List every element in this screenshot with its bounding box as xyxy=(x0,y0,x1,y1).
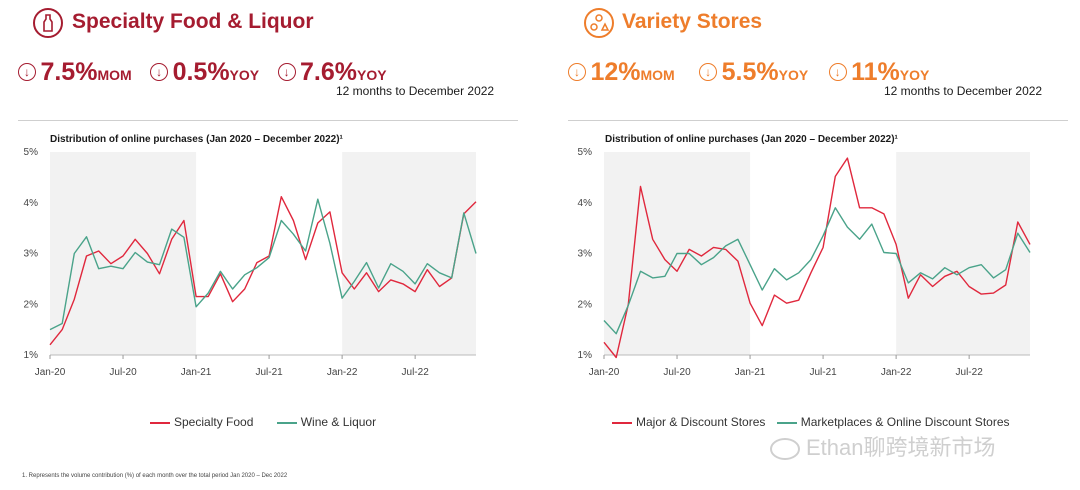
arrow-down-icon: ↓ xyxy=(150,63,169,81)
panel-title: Variety Stores xyxy=(622,10,763,33)
x-tick-label: Jan-22 xyxy=(327,367,358,378)
kpi-label: YOY xyxy=(778,67,809,83)
x-tick-label: Jul-22 xyxy=(402,367,430,378)
kpi-value: 12% xyxy=(590,58,641,86)
x-tick-label: Jan-20 xyxy=(589,367,620,378)
kpi-yoy: ↓ 5.5%YOY xyxy=(699,58,808,87)
line-chart-specialty: 1% 2% 3% 4% 5% Jan-20 Jul-20 Jan-21 Jul-21 Jan-22… xyxy=(24,147,477,378)
kpi-row: ↓ 7.5%MOM ↓ 0.5%YOY ↓ 7.6%YOY xyxy=(18,58,401,87)
x-tick-label: Jul-20 xyxy=(663,367,691,378)
chart-title: Distribution of online purchases (Jan 20… xyxy=(50,134,343,145)
legend-item: Wine & Liquor xyxy=(276,415,377,429)
y-tick-label: 5% xyxy=(24,147,39,158)
arrow-down-icon: ↓ xyxy=(18,63,36,81)
legend-label: Major & Discount Stores xyxy=(636,415,766,429)
series-line-specialty-food xyxy=(49,196,477,346)
period-note: 12 months to December 2022 xyxy=(884,84,1043,98)
kpi-value: 0.5% xyxy=(172,58,230,86)
x-tick-label: Jul-22 xyxy=(956,367,984,378)
footnote: 1. Represents the volume contribution (%… xyxy=(22,473,288,479)
y-tick-label: 2% xyxy=(24,299,39,310)
legend-item: Marketplaces & Online Discount Stores xyxy=(776,415,1010,429)
arrow-down-icon: ↓ xyxy=(568,63,586,81)
kpi-label: MOM xyxy=(97,67,132,83)
legend-label: Wine & Liquor xyxy=(300,415,377,429)
legend: Specialty Food Wine & Liquor xyxy=(150,415,396,429)
shaded-band xyxy=(50,152,197,355)
shaded-band xyxy=(342,152,476,355)
kpi-mom: ↓ 12%MOM xyxy=(568,58,675,87)
kpi-value: 7.5% xyxy=(40,58,98,86)
x-tick-label: Jul-21 xyxy=(809,367,837,378)
shapes-icon xyxy=(584,8,614,38)
kpi-mom: ↓ 7.5%MOM xyxy=(18,58,132,87)
kpi-label: YOY xyxy=(899,67,930,83)
x-tick-label: Jan-22 xyxy=(881,367,912,378)
y-tick-label: 3% xyxy=(578,249,593,260)
legend-item: Major & Discount Stores xyxy=(612,415,765,429)
watermark-text: Ethan聊跨境新市场 xyxy=(806,435,996,460)
panel-title: Specialty Food & Liquor xyxy=(72,10,314,33)
arrow-down-icon: ↓ xyxy=(277,63,296,81)
y-tick-label: 4% xyxy=(578,198,593,209)
divider xyxy=(18,120,518,121)
kpi-row: ↓ 12%MOM ↓ 5.5%YOY ↓ 11%YOY xyxy=(568,58,943,87)
kpi-yoy-12m: ↓ 7.6%YOY xyxy=(277,58,387,87)
variety-stores-panel: Variety Stores ↓ 12%MOM ↓ 5.5%YOY ↓ 11%Y… xyxy=(550,0,1080,470)
y-tick-label: 2% xyxy=(578,299,593,310)
kpi-value: 7.6% xyxy=(300,58,358,86)
legend-label: Marketplaces & Online Discount Stores xyxy=(800,415,1010,429)
x-tick-label: Jan-21 xyxy=(181,367,212,378)
kpi-yoy: ↓ 0.5%YOY xyxy=(150,58,259,87)
kpi-value: 5.5% xyxy=(721,58,779,86)
period-note: 12 months to December 2022 xyxy=(336,84,495,98)
x-tick-label: Jan-21 xyxy=(735,367,766,378)
arrow-down-icon: ↓ xyxy=(828,63,847,81)
kpi-label: YOY xyxy=(229,67,260,83)
divider xyxy=(568,120,1068,121)
chart-title: Distribution of online purchases (Jan 20… xyxy=(605,134,898,145)
watermark: Ethan聊跨境新市场 xyxy=(770,430,996,462)
wechat-icon xyxy=(770,438,800,461)
legend-item: Specialty Food xyxy=(150,415,253,429)
line-chart-variety: 1% 2% 3% 4% 5% Jan-20 Jul-20 Jan-21 Jul-21 Jan-22… xyxy=(578,147,1031,378)
series-line-wine-liquor xyxy=(49,198,477,331)
y-tick-label: 1% xyxy=(24,350,39,361)
y-tick-label: 3% xyxy=(24,249,39,260)
arrow-down-icon: ↓ xyxy=(699,63,718,81)
y-tick-label: 4% xyxy=(24,198,39,209)
x-tick-label: Jul-20 xyxy=(109,367,137,378)
x-tick-label: Jul-21 xyxy=(255,367,283,378)
kpi-yoy-12m: ↓ 11%YOY xyxy=(828,58,930,87)
series-line-marketplaces-online-discount-stores xyxy=(603,207,1031,335)
legend: Major & Discount Stores Marketplaces & O… xyxy=(612,415,1030,429)
kpi-label: MOM xyxy=(640,67,675,83)
kpi-label: YOY xyxy=(357,67,387,83)
y-tick-label: 1% xyxy=(578,350,593,361)
legend-label: Specialty Food xyxy=(174,415,254,429)
bottle-icon xyxy=(33,8,63,38)
shaded-band xyxy=(896,152,1030,355)
specialty-food-panel: Specialty Food & Liquor ↓ 7.5%MOM ↓ 0.5%… xyxy=(0,0,540,470)
x-tick-label: Jan-20 xyxy=(35,367,66,378)
kpi-value: 11% xyxy=(851,58,900,86)
y-tick-label: 5% xyxy=(578,147,593,158)
